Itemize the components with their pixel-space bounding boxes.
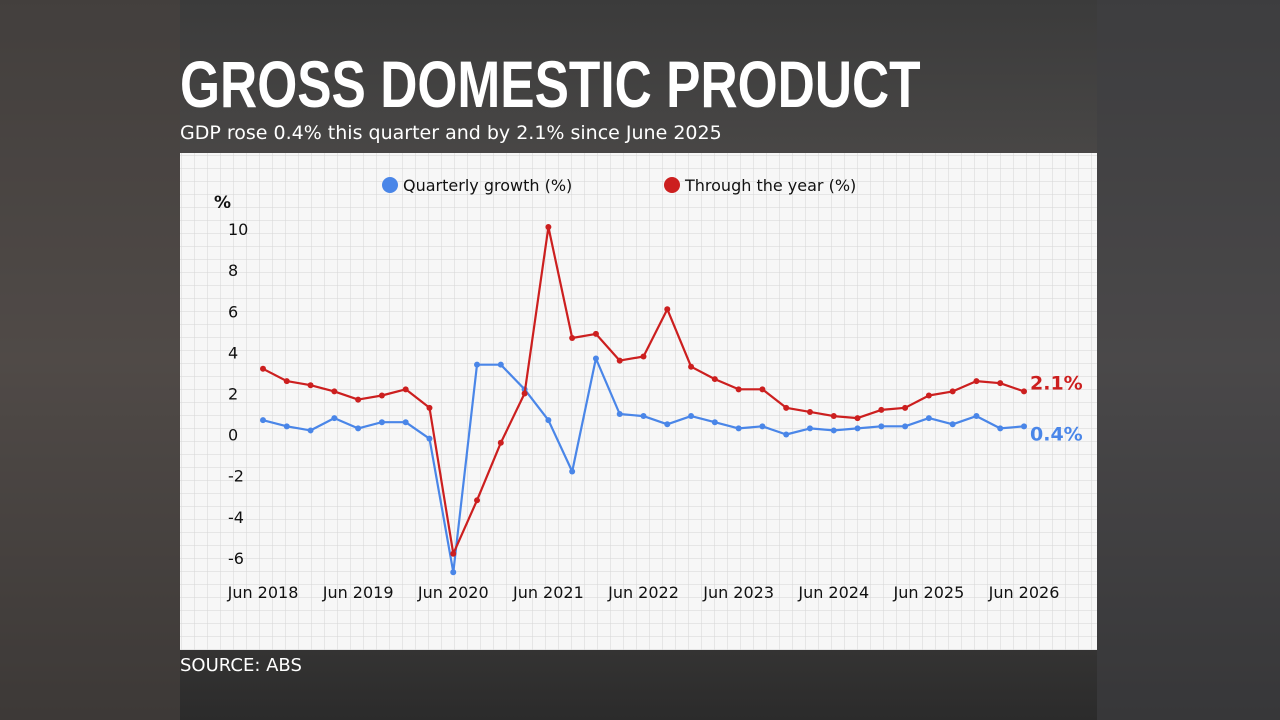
- data-point: [759, 423, 766, 430]
- data-point: [806, 408, 813, 415]
- data-point: [878, 406, 885, 413]
- legend-marker: [382, 177, 398, 193]
- data-point: [1021, 388, 1027, 395]
- data-point: [402, 419, 409, 426]
- data-point: [925, 392, 932, 399]
- x-tick-label: Jun 2025: [892, 583, 964, 602]
- data-point: [711, 419, 718, 426]
- data-point: [426, 404, 433, 411]
- data-point: [640, 353, 647, 360]
- y-axis-label: %: [214, 193, 231, 213]
- data-point: [260, 417, 266, 424]
- data-point: [949, 388, 956, 395]
- data-point: [616, 411, 623, 417]
- x-tick-label: Jun 2019: [322, 583, 394, 602]
- data-point: [616, 357, 623, 364]
- data-point: [283, 378, 290, 385]
- x-tick-label: Jun 2024: [797, 583, 869, 602]
- data-point: [497, 439, 504, 446]
- data-label: 0.4%: [1030, 423, 1083, 445]
- data-point: [474, 497, 481, 504]
- data-point: [783, 404, 790, 411]
- data-point: [402, 386, 409, 393]
- data-point: [640, 413, 647, 420]
- data-point: [355, 425, 362, 432]
- data-point: [474, 361, 481, 368]
- data-point: [569, 334, 576, 341]
- y-tick-label: 0: [228, 426, 238, 445]
- data-point: [997, 425, 1004, 432]
- data-point: [664, 421, 671, 428]
- data-point: [688, 413, 695, 420]
- legend-label: Through the year (%): [684, 176, 856, 195]
- data-point: [331, 415, 338, 422]
- data-point: [450, 569, 457, 576]
- y-tick-label: 4: [228, 343, 238, 362]
- chart-panel: [180, 153, 1097, 650]
- data-point: [307, 427, 314, 434]
- y-tick-label: -6: [228, 549, 244, 568]
- background-street: [1097, 0, 1280, 720]
- data-point: [545, 223, 552, 230]
- data-point: [545, 417, 552, 424]
- chart-title: GROSS DOMESTIC PRODUCT: [180, 47, 921, 122]
- chart-subtitle: GDP rose 0.4% this quarter and by 2.1% s…: [180, 122, 722, 144]
- data-point: [830, 427, 837, 434]
- data-point: [711, 376, 718, 383]
- data-point: [806, 425, 813, 432]
- data-point: [973, 413, 980, 420]
- data-label: 2.1%: [1030, 372, 1083, 394]
- data-point: [426, 435, 433, 442]
- y-tick-label: 2: [228, 384, 238, 403]
- data-point: [830, 413, 837, 420]
- data-point: [997, 380, 1004, 387]
- data-point: [260, 365, 266, 372]
- x-tick-label: Jun 2020: [417, 583, 489, 602]
- data-point: [497, 361, 504, 368]
- data-point: [735, 425, 742, 432]
- data-point: [569, 468, 576, 475]
- data-point: [783, 431, 790, 438]
- data-point: [521, 390, 528, 397]
- data-point: [307, 382, 314, 389]
- data-point: [355, 396, 362, 403]
- data-point: [854, 415, 861, 422]
- x-tick-label: Jun 2023: [702, 583, 774, 602]
- data-point: [378, 419, 385, 426]
- data-point: [973, 378, 980, 385]
- x-tick-label: Jun 2021: [512, 583, 584, 602]
- data-point: [592, 355, 599, 362]
- data-point: [925, 415, 932, 422]
- data-point: [283, 423, 290, 430]
- data-point: [878, 423, 885, 430]
- y-tick-label: -4: [228, 508, 244, 527]
- data-point: [592, 330, 599, 337]
- data-point: [735, 386, 742, 393]
- legend-marker: [664, 177, 680, 193]
- x-tick-label: Jun 2026: [988, 583, 1060, 602]
- data-point: [902, 423, 909, 430]
- data-point: [688, 363, 695, 370]
- data-point: [902, 404, 909, 411]
- data-point: [759, 386, 766, 393]
- data-point: [450, 550, 457, 557]
- source: SOURCE: ABS: [180, 655, 302, 676]
- plot: -6 -4 -2 0 2 4 6 8 10 Jun 2018 Jun 2019 Jun 2020 Jun…: [227, 176, 1083, 602]
- y-tick-label: 6: [228, 302, 238, 321]
- y-tick-label: -2: [228, 467, 244, 486]
- data-point: [664, 306, 671, 313]
- data-point: [1021, 423, 1027, 430]
- legend-label: Quarterly growth (%): [403, 176, 572, 195]
- x-tick-label: Jun 2018: [227, 583, 299, 602]
- y-tick-label: 8: [228, 261, 238, 280]
- data-point: [854, 425, 861, 432]
- y-tick-label: 10: [228, 220, 248, 239]
- data-point: [949, 421, 956, 428]
- data-point: [331, 388, 338, 395]
- x-tick-label: Jun 2022: [607, 583, 679, 602]
- data-point: [378, 392, 385, 399]
- background-crowd: [0, 0, 180, 720]
